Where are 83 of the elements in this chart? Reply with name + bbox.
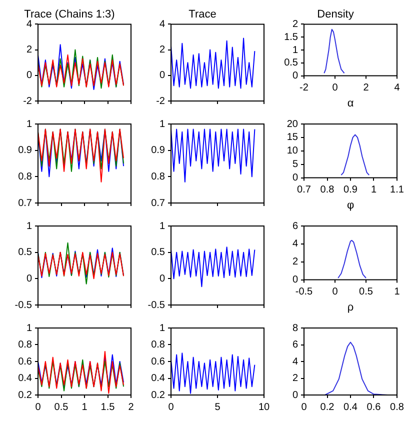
chart-title: Trace (Chains 1:3) bbox=[24, 8, 115, 21]
y-tick-label: 4 bbox=[26, 18, 32, 30]
y-tick-label: 8 bbox=[292, 322, 298, 334]
y-tick-label: 0.6 bbox=[18, 356, 32, 368]
y-tick-label: 1 bbox=[26, 220, 32, 232]
y-tick-label: 1 bbox=[159, 118, 166, 130]
x-tick-label: 4 bbox=[394, 82, 400, 94]
x-tick-label: 0 bbox=[332, 82, 338, 94]
y-tick-label: 4 bbox=[292, 238, 298, 250]
x-tick-label: 1 bbox=[394, 286, 400, 298]
y-tick-label: 0.5 bbox=[284, 58, 298, 69]
y-tick-label: 0.5 bbox=[151, 247, 166, 258]
y-tick-label: 0.8 bbox=[18, 340, 32, 350]
x-tick-label: 2 bbox=[128, 402, 134, 413]
y-tick-label: 0.5 bbox=[18, 247, 32, 258]
y-tick-label: 0.7 bbox=[18, 198, 32, 209]
y-tick-label: 6 bbox=[292, 220, 298, 232]
y-tick-label: 4 bbox=[159, 18, 166, 30]
y-tick-label: 4 bbox=[292, 356, 298, 368]
y-tick-label: 0.7 bbox=[151, 198, 166, 209]
y-tick-label: 1 bbox=[26, 118, 32, 130]
x-tick-label: 0 bbox=[301, 402, 308, 413]
y-tick-label: 0.4 bbox=[18, 373, 32, 384]
y-tick-label: 1.5 bbox=[284, 32, 298, 43]
y-tick-label: 15 bbox=[286, 132, 298, 144]
x-tick-label: -2 bbox=[300, 82, 309, 94]
chart-title: Density bbox=[317, 8, 354, 21]
x-tick-label: 0 bbox=[332, 286, 338, 298]
y-tick-label: 1 bbox=[26, 322, 32, 334]
y-tick-label: 0.2 bbox=[18, 390, 32, 401]
x-tick-label: 0 bbox=[35, 402, 42, 413]
y-tick-label: 0.8 bbox=[151, 340, 166, 350]
x-tick-label: 0.4 bbox=[344, 402, 358, 413]
x-tick-label: 0.8 bbox=[390, 402, 404, 413]
y-tick-label: -0.5 bbox=[148, 300, 166, 311]
x-tick-label: 1 bbox=[82, 402, 88, 413]
y-tick-label: 6 bbox=[292, 340, 298, 350]
y-tick-label: 0 bbox=[292, 390, 298, 401]
x-tick-label: 0.5 bbox=[54, 402, 69, 413]
x-tick-label: 1.5 bbox=[100, 402, 116, 413]
y-tick-label: 1 bbox=[159, 220, 166, 232]
x-tick-label: 1 bbox=[370, 184, 377, 196]
y-tick-label: 2 bbox=[292, 373, 298, 384]
x-tick-label: 5 bbox=[214, 402, 221, 413]
y-tick-label: -0.5 bbox=[14, 300, 32, 311]
x-tick-label: 1.1 bbox=[390, 184, 404, 196]
x-tick-label: 10 bbox=[258, 402, 270, 413]
y-tick-label: 0.6 bbox=[151, 356, 166, 368]
y-tick-label: 0 bbox=[292, 172, 298, 184]
y-tick-label: 0.8 bbox=[18, 171, 32, 182]
chart-title: Trace bbox=[188, 8, 216, 21]
y-tick-label: 10 bbox=[286, 146, 298, 157]
x-tick-label: 0 bbox=[168, 402, 174, 413]
x-tick-label: 0.2 bbox=[320, 402, 335, 413]
y-tick-label: -2 bbox=[23, 96, 32, 107]
y-tick-label: 0.2 bbox=[151, 390, 166, 401]
y-tick-label: 2 bbox=[26, 44, 32, 56]
y-tick-label: 0 bbox=[292, 70, 298, 82]
x-axis-title: ρ bbox=[347, 301, 354, 314]
y-tick-label: 0 bbox=[159, 273, 166, 284]
y-tick-label: 2 bbox=[159, 44, 166, 56]
y-tick-label: 0.8 bbox=[151, 171, 166, 182]
y-tick-label: 0.9 bbox=[18, 145, 32, 156]
y-tick-label: 0 bbox=[292, 274, 298, 286]
y-tick-label: 2 bbox=[292, 18, 298, 30]
x-tick-label: 0.8 bbox=[320, 184, 335, 196]
y-tick-label: 0 bbox=[159, 70, 166, 82]
y-tick-label: 20 bbox=[286, 118, 298, 130]
y-tick-label: 0 bbox=[26, 273, 32, 284]
y-tick-label: 5 bbox=[292, 159, 298, 170]
x-tick-label: 0.6 bbox=[366, 402, 382, 413]
y-tick-label: 0 bbox=[26, 70, 32, 82]
y-tick-label: 0.9 bbox=[151, 145, 166, 156]
y-tick-label: 0.4 bbox=[151, 373, 166, 384]
y-tick-label: 2 bbox=[292, 256, 298, 268]
y-tick-label: 1 bbox=[159, 322, 166, 334]
x-tick-label: 2 bbox=[363, 82, 370, 94]
y-tick-label: 1 bbox=[292, 44, 298, 56]
y-tick-label: -2 bbox=[156, 96, 166, 107]
x-tick-label: 0.5 bbox=[359, 286, 374, 298]
x-axis-title: φ bbox=[346, 199, 354, 212]
x-axis-title: α bbox=[347, 97, 354, 110]
x-tick-label: 0.9 bbox=[344, 184, 358, 196]
